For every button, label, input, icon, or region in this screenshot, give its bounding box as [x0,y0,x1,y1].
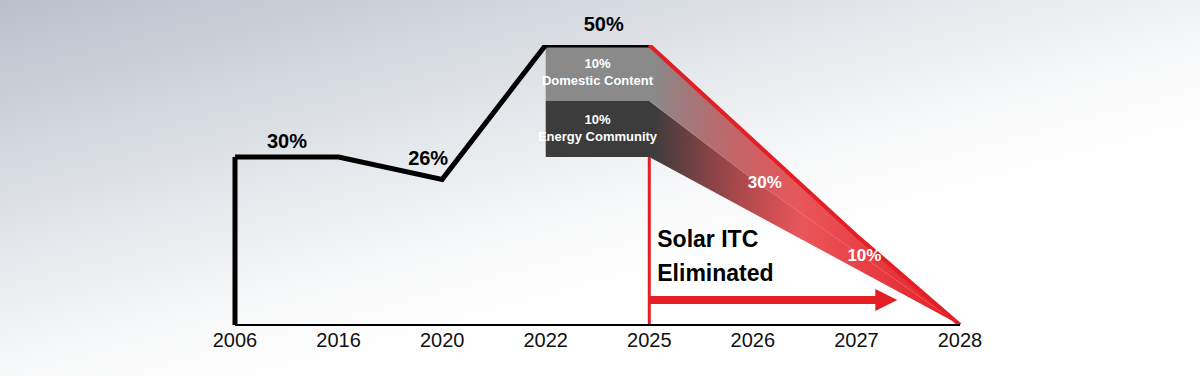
svg-text:26%: 26% [408,147,448,169]
svg-text:2027: 2027 [834,329,879,351]
svg-text:10%: 10% [847,246,881,265]
svg-text:30%: 30% [267,130,307,152]
svg-text:2026: 2026 [731,329,776,351]
svg-text:2016: 2016 [316,329,361,351]
svg-text:2025: 2025 [627,329,672,351]
svg-text:10%Energy Community: 10%Energy Community [538,112,658,144]
svg-text:2020: 2020 [420,329,465,351]
svg-text:30%: 30% [748,173,782,192]
svg-text:50%: 50% [584,13,624,35]
svg-text:2028: 2028 [938,329,983,351]
svg-text:2022: 2022 [523,329,568,351]
svg-text:2006: 2006 [213,329,258,351]
svg-text:10%Domestic Content: 10%Domestic Content [542,56,654,88]
svg-text:Solar ITCEliminated: Solar ITCEliminated [657,226,773,286]
